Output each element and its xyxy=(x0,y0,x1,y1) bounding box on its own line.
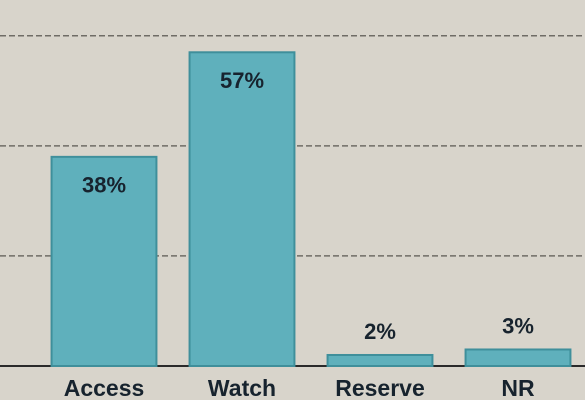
data-label: 57% xyxy=(220,68,264,93)
bar xyxy=(326,353,434,368)
data-label: 2% xyxy=(364,319,396,344)
x-tick-label: Access xyxy=(64,375,145,400)
x-tick-label: Watch xyxy=(208,375,276,400)
bar xyxy=(464,348,572,367)
bar xyxy=(188,51,296,368)
bar xyxy=(50,155,158,367)
x-tick-label: NR xyxy=(501,375,535,400)
data-label: 3% xyxy=(502,313,534,338)
x-tick-label: Reserve xyxy=(335,375,425,400)
data-label: 38% xyxy=(82,173,126,198)
